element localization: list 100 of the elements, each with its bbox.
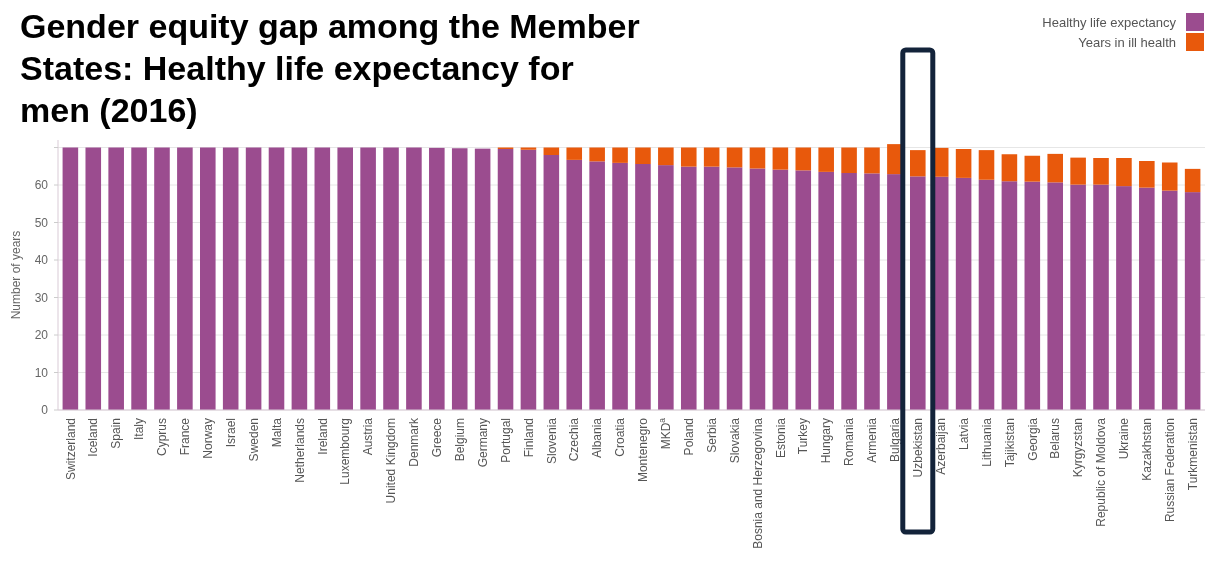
bar: [177, 147, 193, 410]
bar: [291, 147, 308, 410]
bar: [314, 147, 331, 410]
bar: [864, 173, 880, 410]
x-tick-label: Portugal: [498, 418, 513, 463]
x-tick-label: Denmark: [407, 417, 422, 467]
x-tick-label: Russian Federation: [1162, 418, 1177, 523]
x-tick-label: Turkey: [796, 418, 811, 455]
bar: [818, 147, 834, 172]
x-tick-label: Republic of Moldova: [1094, 417, 1109, 527]
x-tick-label: Estonia: [773, 417, 788, 459]
bar: [85, 147, 102, 410]
bar: [978, 150, 995, 180]
x-tick-label: Belarus: [1048, 418, 1063, 459]
x-tick-label: Norway: [200, 418, 215, 459]
bar: [658, 147, 674, 166]
bar: [429, 147, 445, 410]
bar: [864, 147, 880, 174]
bar: [795, 147, 812, 171]
x-tick-label: Kyrgyzstan: [1071, 418, 1086, 478]
bar: [497, 149, 514, 410]
x-tick-label: Uzbekistan: [910, 418, 925, 478]
x-tick-label: Kazakhstan: [1140, 418, 1155, 481]
bar: [62, 147, 79, 410]
bar: [1161, 190, 1178, 410]
bar: [1024, 181, 1041, 410]
x-tick-label: Finland: [521, 418, 536, 458]
bar: [589, 147, 605, 162]
y-tick-label: 40: [34, 253, 49, 268]
x-tick-label: Austria: [361, 417, 376, 456]
x-tick-label: Tajikistan: [1002, 418, 1017, 468]
bar: [680, 166, 697, 410]
x-tick-label: Netherlands: [292, 418, 307, 483]
y-tick-label: 10: [34, 365, 49, 380]
x-tick-label: Slovakia: [727, 417, 742, 464]
x-tick-label: Montenegro: [636, 417, 651, 483]
bar: [658, 165, 674, 410]
bar: [1001, 181, 1018, 410]
bar: [818, 171, 834, 410]
x-tick-label: Hungary: [819, 418, 834, 464]
bar: [680, 147, 697, 167]
bar: [1047, 182, 1063, 410]
y-tick-label: 30: [34, 290, 49, 305]
x-tick-label: Czechia: [567, 417, 582, 462]
x-tick-label: Ukraine: [1117, 417, 1132, 460]
bar: [749, 147, 766, 169]
bar: [726, 167, 743, 410]
legend-label: Years in ill health: [1078, 34, 1176, 50]
x-tick-label: Bulgaria: [888, 417, 903, 463]
bar: [245, 147, 262, 410]
bar: [1139, 161, 1155, 188]
bar: [451, 148, 468, 410]
bar: [749, 168, 766, 410]
x-tick-label: Ireland: [315, 418, 330, 455]
x-tick-label: Turkmenistan: [1185, 418, 1200, 491]
chart-title: Gender equity gap among the Member States: Healthy life expectancy for men (2016): [20, 7, 640, 129]
bar: [1116, 186, 1132, 410]
x-tick-label: Belgium: [452, 418, 467, 462]
x-tick-label: United Kingdom: [384, 418, 399, 504]
bar: [703, 147, 720, 167]
bar: [1093, 184, 1109, 410]
bar: [910, 150, 926, 177]
bar: [406, 147, 422, 410]
x-tick-label: Italy: [132, 418, 147, 441]
bar: [1070, 157, 1086, 185]
bar: [635, 147, 651, 164]
bar: [566, 147, 583, 160]
bar: [1184, 168, 1201, 193]
x-tick-label: Slovenia: [544, 417, 559, 465]
bar: [1184, 192, 1201, 410]
bar: [337, 147, 353, 410]
bar: [726, 147, 743, 168]
x-tick-label: Malta: [269, 417, 284, 448]
x-tick-label: Georgia: [1025, 417, 1040, 461]
x-tick-label: Cyprus: [155, 418, 170, 457]
bar: [1001, 154, 1018, 182]
x-tick-label: Armenia: [865, 417, 880, 463]
x-tick-label: Sweden: [246, 418, 261, 462]
bar: [222, 147, 239, 410]
bar: [154, 147, 170, 410]
bar: [108, 147, 124, 410]
y-tick-label: 60: [34, 178, 49, 193]
y-tick-label: 50: [34, 215, 49, 230]
bar: [1161, 162, 1178, 191]
bar: [1116, 158, 1132, 187]
bar: [474, 148, 491, 410]
bar: [841, 173, 857, 410]
bar: [772, 147, 789, 170]
bar: [635, 164, 651, 410]
x-tick-label: Latvia: [956, 417, 971, 451]
x-tick-label: Greece: [430, 417, 445, 458]
x-tick-label: Luxembourg: [338, 418, 353, 485]
bar: [1139, 187, 1155, 410]
x-tick-label: Switzerland: [63, 418, 78, 481]
bar: [795, 170, 812, 410]
x-tick-label: France: [178, 417, 193, 456]
x-tick-label: Israel: [223, 418, 238, 448]
bar: [1024, 155, 1041, 182]
bar: [383, 147, 399, 410]
y-tick-label: 20: [34, 328, 49, 343]
